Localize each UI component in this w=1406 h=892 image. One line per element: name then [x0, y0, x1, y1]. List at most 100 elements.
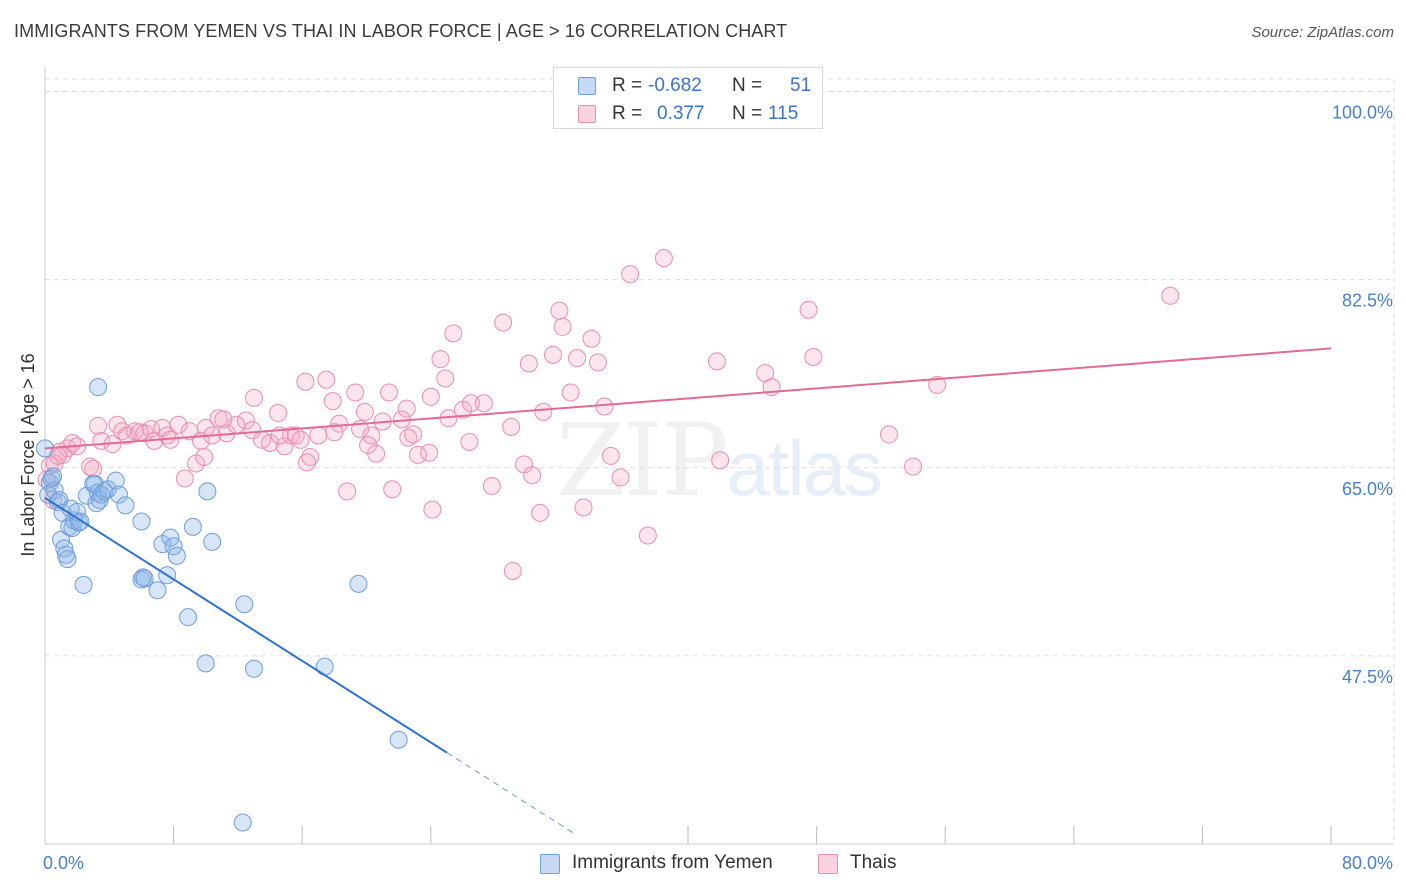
- thai-point: [582, 329, 601, 348]
- yemen-point: [95, 482, 114, 501]
- yemen-swatch: [578, 77, 596, 95]
- thai-point: [397, 399, 416, 418]
- thai-point: [89, 416, 108, 435]
- thai-point: [323, 392, 342, 411]
- yemen-point: [45, 481, 64, 500]
- thai-point: [879, 425, 898, 444]
- chart-title: IMMIGRANTS FROM YEMEN VS THAI IN LABOR F…: [14, 21, 788, 41]
- thai-point: [84, 459, 103, 478]
- thai-point: [523, 466, 542, 485]
- n-label: N =: [732, 103, 763, 124]
- thai-point: [611, 468, 630, 487]
- thai-point: [236, 411, 255, 430]
- yemen-point: [109, 485, 128, 504]
- n-value: 51: [790, 75, 812, 96]
- y-tick-label: 65.0%: [1342, 479, 1393, 499]
- thai-point: [355, 402, 374, 421]
- thai-point: [244, 388, 263, 407]
- yemen-point: [233, 813, 252, 832]
- yemen-series: [36, 378, 408, 832]
- thai-point: [81, 457, 100, 476]
- yemen-point: [116, 496, 135, 515]
- yemen-point: [235, 595, 254, 614]
- r-label: R =: [612, 103, 643, 124]
- thai-point: [534, 402, 553, 421]
- thai-point: [317, 370, 336, 389]
- yemen-point: [164, 537, 183, 556]
- legend-row-yemen: R = -0.682 N = 51: [554, 72, 822, 100]
- thai-swatch: [578, 105, 596, 123]
- yemen-trendline: [44, 497, 448, 754]
- yemen-legend-label: Immigrants from Yemen: [572, 852, 773, 873]
- thai-point: [601, 446, 620, 465]
- thai-point: [261, 434, 280, 453]
- r-label: R =: [612, 75, 643, 96]
- thai-point: [474, 394, 493, 413]
- yemen-point: [389, 730, 408, 749]
- thai-point: [309, 426, 328, 445]
- thai-point: [301, 448, 320, 466]
- thai-point: [460, 432, 479, 451]
- thai-point: [404, 425, 423, 444]
- x-tick-label: 0.0%: [43, 853, 84, 873]
- thai-point: [420, 443, 439, 462]
- thai-point: [494, 313, 513, 332]
- n-label: N =: [732, 75, 763, 96]
- thai-point: [431, 350, 450, 369]
- axes: [44, 66, 1394, 845]
- yemen-point: [89, 378, 108, 397]
- thai-point: [275, 437, 294, 456]
- thai-point: [423, 500, 442, 519]
- thai-point: [519, 354, 538, 373]
- thai-point: [461, 394, 480, 413]
- yemen-point: [74, 575, 93, 594]
- thai-point: [799, 300, 818, 319]
- thai-point: [1161, 286, 1180, 305]
- yemen-legend-swatch: [540, 854, 560, 874]
- thai-point: [399, 428, 418, 447]
- yemen-point: [349, 574, 368, 593]
- n-value: 115: [768, 103, 799, 124]
- thai-point: [195, 448, 214, 466]
- yemen-point: [135, 569, 154, 588]
- yemen-point: [132, 512, 151, 531]
- thai-point: [169, 415, 188, 434]
- yemen-point: [148, 581, 167, 600]
- yemen-point: [55, 539, 74, 558]
- thai-point: [436, 369, 455, 388]
- yemen-trendline-extension: [446, 752, 576, 835]
- thai-point: [482, 477, 501, 496]
- thai-point: [421, 387, 440, 406]
- tick-labels: 100.0% 82.5% 65.0% 47.5% 0.0% 80.0%: [43, 103, 1393, 874]
- thai-point: [568, 349, 587, 368]
- yemen-point: [69, 513, 88, 532]
- yemen-point: [44, 467, 63, 486]
- thai-point: [175, 469, 194, 488]
- thai-point: [503, 561, 522, 580]
- thai-point: [588, 353, 607, 372]
- thai-point: [296, 372, 315, 391]
- yemen-point: [134, 568, 153, 587]
- yemen-point: [198, 482, 217, 501]
- thai-point: [502, 417, 521, 436]
- yemen-point: [167, 546, 186, 565]
- thai-point: [130, 423, 149, 442]
- thai-point: [383, 480, 402, 499]
- thai-point: [531, 503, 550, 522]
- thai-point: [330, 414, 349, 433]
- grid-lines: [45, 78, 1395, 844]
- thai-point: [595, 397, 614, 416]
- thai-point: [214, 410, 233, 429]
- thai-point: [408, 445, 427, 464]
- thai-point: [707, 352, 726, 371]
- thai-point: [380, 383, 399, 402]
- x-tick-label: 80.0%: [1342, 853, 1393, 873]
- y-tick-label: 47.5%: [1342, 667, 1393, 687]
- thai-point: [243, 421, 262, 440]
- yemen-point: [89, 483, 108, 502]
- yemen-point: [179, 608, 198, 627]
- source-credit: Source: ZipAtlas.com: [1251, 24, 1394, 41]
- y-tick-label: 82.5%: [1342, 291, 1393, 311]
- thai-legend-swatch: [818, 854, 838, 874]
